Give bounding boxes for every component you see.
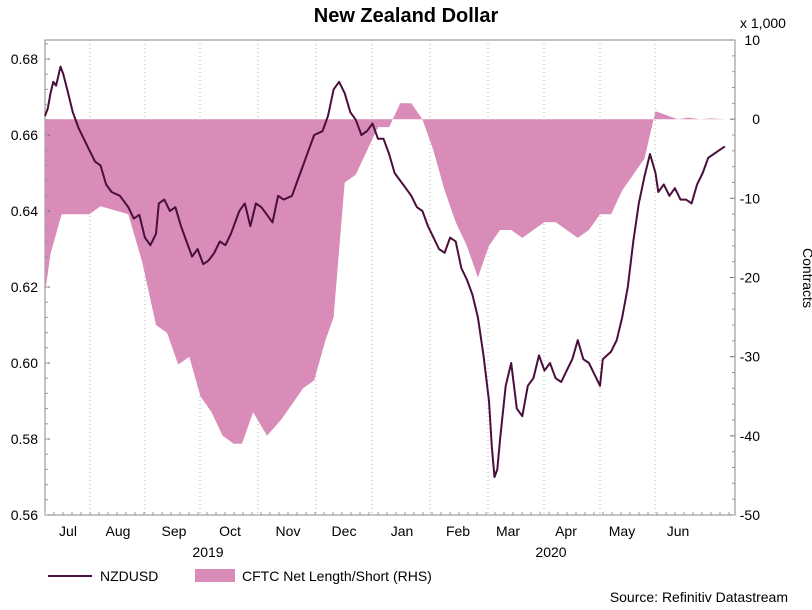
x-axis-month-label: Feb: [446, 523, 470, 539]
left-axis-tick-label: 0.66: [11, 127, 38, 143]
x-axis-month-label: May: [609, 523, 635, 539]
x-axis: Jul Aug Sep Oct Nov Dec Jan Feb Mar Apr May Jun 2019…: [44, 512, 730, 560]
right-axis-tick-label: 10: [744, 32, 760, 48]
left-axis-tick-label: 0.64: [11, 203, 38, 219]
x-axis-month-label: Mar: [496, 523, 520, 539]
x-axis-month-label: Jan: [391, 523, 414, 539]
chart-title: New Zealand Dollar: [314, 5, 499, 27]
right-axis-tick-label: -30: [740, 349, 760, 365]
legend: NZDUSD CFTC Net Length/Short (RHS): [48, 568, 432, 584]
left-axis-tick-label: 0.58: [11, 431, 38, 447]
left-axis-tick-label: 0.62: [11, 279, 38, 295]
legend-item-nzdusd: NZDUSD: [100, 568, 158, 584]
x-axis-month-label: Jun: [667, 523, 690, 539]
right-axis-tick-label: -20: [740, 270, 760, 286]
cftc-area-series: [45, 103, 725, 444]
x-axis-year-label: 2019: [192, 544, 223, 560]
nzdusd-line-series: [44, 65, 726, 478]
x-axis-year-label: 2020: [535, 544, 566, 560]
x-axis-month-label: Nov: [276, 523, 301, 539]
left-axis-tick-label: 0.56: [11, 507, 38, 523]
left-axis: 0.56 0.58 0.60 0.62 0.64 0.66 0.68: [11, 43, 50, 523]
x-axis-month-label: Aug: [106, 523, 131, 539]
legend-area-swatch: [195, 569, 235, 582]
right-axis: 10 0 -10 -20 -30 -40 -50: [730, 32, 760, 523]
source-note: Source: Refinitiv Datastream: [610, 589, 788, 605]
right-axis-tick-label: -50: [740, 507, 760, 523]
x-axis-month-label: Dec: [332, 523, 357, 539]
x-axis-month-label: Jul: [59, 523, 77, 539]
right-axis-tick-label: -10: [740, 190, 760, 206]
x-axis-month-label: Apr: [555, 523, 577, 539]
right-axis-tick-label: -40: [740, 428, 760, 444]
right-axis-title: Contracts: [800, 248, 812, 308]
right-axis-unit-label: x 1,000: [740, 15, 786, 31]
x-axis-month-label: Sep: [162, 523, 187, 539]
legend-item-cftc: CFTC Net Length/Short (RHS): [242, 568, 432, 584]
left-axis-tick-label: 0.60: [11, 355, 38, 371]
left-axis-tick-label: 0.68: [11, 51, 38, 67]
x-axis-month-label: Oct: [219, 523, 241, 539]
right-axis-tick-label: 0: [752, 111, 760, 127]
plot-area: [44, 39, 736, 516]
